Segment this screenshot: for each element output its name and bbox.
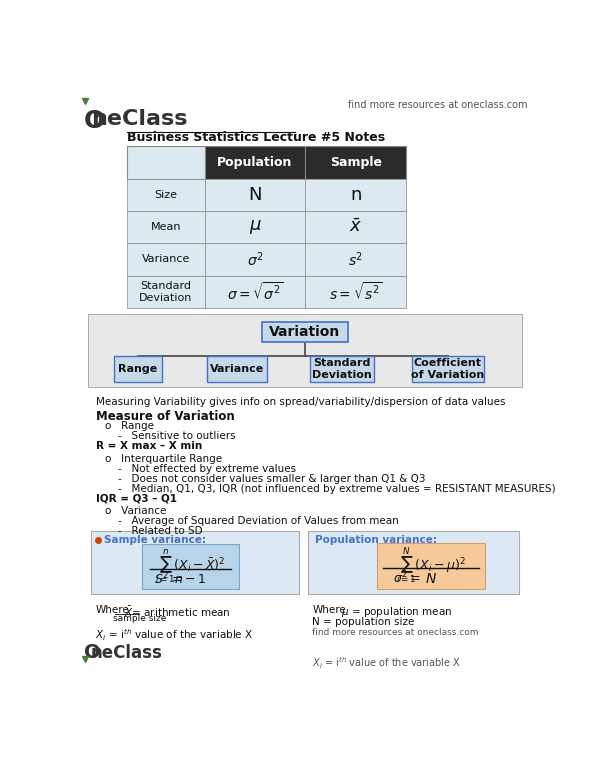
Text: Population: Population (217, 156, 293, 169)
Text: $\bar{X}$= arithmetic mean: $\bar{X}$= arithmetic mean (124, 605, 231, 619)
Text: neClass: neClass (92, 109, 188, 129)
Text: find more resources at oneclass.com: find more resources at oneclass.com (348, 100, 528, 110)
FancyBboxPatch shape (377, 543, 485, 589)
Text: $s = \sqrt{s^2}$: $s = \sqrt{s^2}$ (329, 281, 383, 303)
Text: Range: Range (118, 364, 158, 373)
Text: Measure of Variation: Measure of Variation (96, 410, 235, 424)
Text: $S^2 =$: $S^2 =$ (154, 571, 183, 588)
FancyBboxPatch shape (207, 356, 267, 382)
FancyBboxPatch shape (127, 243, 205, 276)
FancyBboxPatch shape (127, 146, 205, 179)
Text: Where: Where (312, 605, 346, 615)
FancyBboxPatch shape (92, 531, 299, 594)
Text: $\mu$: $\mu$ (249, 218, 261, 236)
Text: $X_i$ = i$^{th}$ value of the variable X: $X_i$ = i$^{th}$ value of the variable X (95, 628, 253, 643)
Text: $X_i$ = i$^{th}$ value of the variable X: $X_i$ = i$^{th}$ value of the variable X (312, 656, 461, 671)
Text: n: n (350, 186, 361, 204)
Text: $\sigma^2$: $\sigma^2$ (246, 250, 263, 269)
Text: N: N (248, 186, 262, 204)
FancyBboxPatch shape (305, 211, 406, 243)
Text: -   Related to SD: - Related to SD (118, 526, 202, 536)
Text: -   Average of Squared Deviation of Values from mean: - Average of Squared Deviation of Values… (118, 516, 399, 526)
Text: o   Interquartile Range: o Interquartile Range (105, 454, 223, 464)
Text: $N$: $N$ (425, 572, 437, 586)
Text: R = X max – X min: R = X max – X min (96, 441, 202, 451)
Text: Standard
Deviation: Standard Deviation (139, 281, 193, 303)
FancyBboxPatch shape (142, 544, 239, 589)
Text: -   Not effected by extreme values: - Not effected by extreme values (118, 464, 296, 474)
Text: Size: Size (154, 190, 177, 199)
Text: Variation: Variation (270, 325, 340, 339)
FancyBboxPatch shape (262, 322, 347, 342)
Text: Population variance:: Population variance: (315, 535, 437, 545)
Text: -   Sensitive to outliers: - Sensitive to outliers (118, 431, 236, 441)
Text: sample size: sample size (113, 614, 167, 623)
FancyBboxPatch shape (305, 146, 406, 179)
Text: O: O (84, 109, 105, 133)
Text: Business Statistics Lecture #5 Notes: Business Statistics Lecture #5 Notes (127, 131, 385, 144)
Text: $\sum_{i=1}^{n}(X_i - \bar{X})^2$: $\sum_{i=1}^{n}(X_i - \bar{X})^2$ (155, 547, 226, 585)
FancyBboxPatch shape (308, 531, 519, 594)
Text: $\sigma = \sqrt{\sigma^2}$: $\sigma = \sqrt{\sigma^2}$ (227, 281, 283, 303)
FancyBboxPatch shape (412, 356, 484, 382)
Text: -   Does not consider values smaller & larger than Q1 & Q3: - Does not consider values smaller & lar… (118, 474, 425, 484)
Text: Sample: Sample (330, 156, 382, 169)
FancyBboxPatch shape (114, 356, 162, 382)
Text: Standard
Deviation: Standard Deviation (312, 358, 372, 380)
Text: $\mu$ = population mean: $\mu$ = population mean (341, 605, 452, 619)
Text: O: O (84, 643, 101, 662)
Text: Variance: Variance (210, 364, 264, 373)
FancyBboxPatch shape (205, 211, 305, 243)
FancyBboxPatch shape (205, 243, 305, 276)
Text: Where: Where (95, 605, 129, 615)
Text: $\sigma^2 =$: $\sigma^2 =$ (393, 570, 422, 587)
FancyBboxPatch shape (305, 179, 406, 211)
FancyBboxPatch shape (205, 276, 305, 308)
FancyBboxPatch shape (127, 211, 205, 243)
Text: o   Variance: o Variance (105, 506, 167, 516)
Text: Measuring Variability gives info on spread/variability/dispersion of data values: Measuring Variability gives info on spre… (96, 397, 506, 407)
Text: -   Median, Q1, Q3, IQR (not influenced by extreme values = RESISTANT MEASURES): - Median, Q1, Q3, IQR (not influenced by… (118, 484, 555, 494)
FancyBboxPatch shape (305, 276, 406, 308)
Text: IQR = Q3 – Q1: IQR = Q3 – Q1 (96, 494, 177, 504)
Text: $\sum_{i=1}^{N}(X_i - \mu)^2$: $\sum_{i=1}^{N}(X_i - \mu)^2$ (396, 546, 466, 586)
Text: Sample variance:: Sample variance: (104, 535, 206, 545)
FancyBboxPatch shape (305, 243, 406, 276)
Text: Coefficient
of Variation: Coefficient of Variation (411, 358, 484, 380)
Text: $s^2$: $s^2$ (348, 250, 364, 269)
Text: Mean: Mean (151, 223, 181, 232)
Text: o   Range: o Range (105, 421, 154, 431)
FancyBboxPatch shape (127, 179, 205, 211)
FancyBboxPatch shape (310, 356, 374, 382)
Text: find more resources at oneclass.com: find more resources at oneclass.com (312, 628, 479, 637)
Text: N = population size: N = population size (312, 617, 415, 627)
Text: Variance: Variance (142, 255, 190, 264)
FancyBboxPatch shape (205, 146, 305, 179)
FancyBboxPatch shape (205, 179, 305, 211)
Text: $n-1$: $n-1$ (174, 573, 206, 586)
FancyBboxPatch shape (127, 276, 205, 308)
Text: neClass: neClass (90, 644, 162, 662)
FancyBboxPatch shape (88, 314, 522, 387)
Text: $\bar{x}$: $\bar{x}$ (349, 218, 362, 236)
